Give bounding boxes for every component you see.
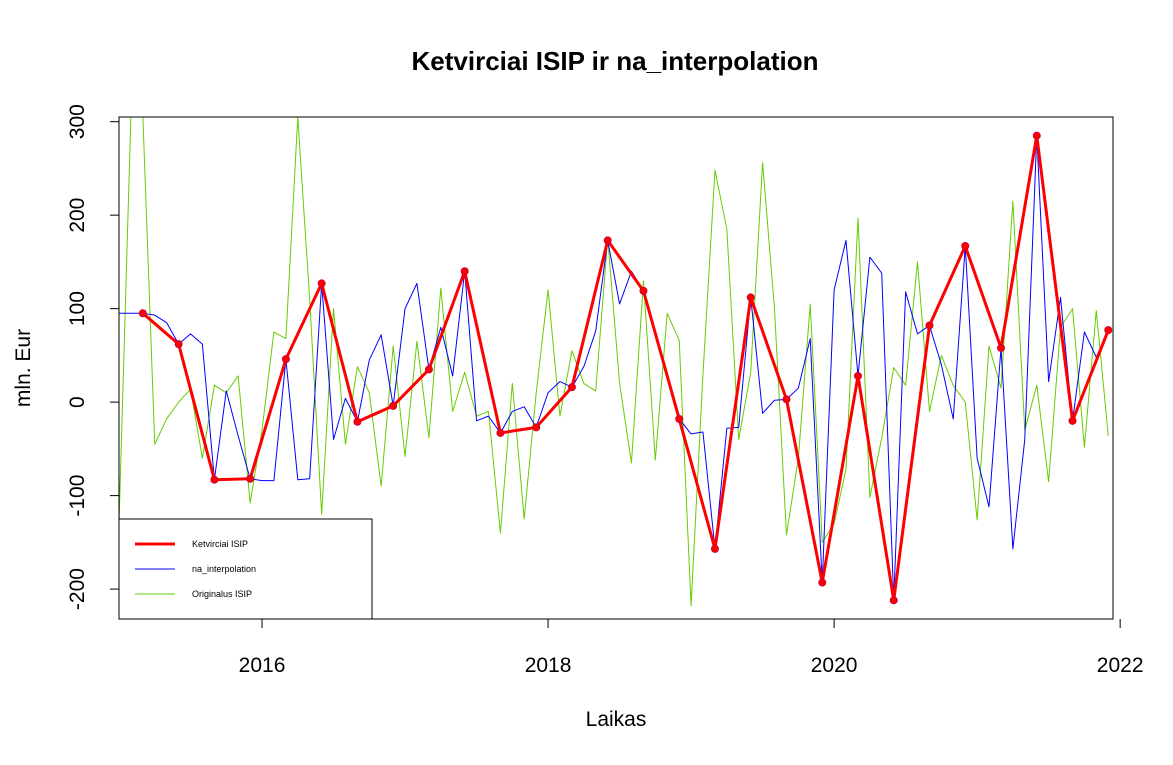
series-line-ketvirciai-isip <box>141 134 1110 602</box>
y-tick-label: -200 <box>66 568 89 610</box>
data-point-ketvirciai-isip <box>639 286 648 295</box>
x-tick-label: 2016 <box>239 654 286 677</box>
data-point-ketvirciai-isip <box>567 383 576 392</box>
data-point-ketvirciai-isip <box>1032 131 1041 140</box>
x-tick-label: 2022 <box>1097 654 1144 677</box>
data-point-ketvirciai-isip <box>317 279 326 288</box>
data-point-ketvirciai-isip <box>496 428 505 437</box>
y-tick-label: 200 <box>66 198 89 233</box>
data-point-ketvirciai-isip <box>1068 416 1077 425</box>
legend-label-ketvirciai-isip: Ketvirciai ISIP <box>192 539 248 549</box>
data-point-ketvirciai-isip <box>782 395 791 404</box>
data-point-ketvirciai-isip <box>281 355 290 364</box>
y-tick-label: -100 <box>66 475 89 517</box>
data-point-ketvirciai-isip <box>246 474 255 483</box>
data-point-ketvirciai-isip <box>853 371 862 380</box>
x-axis: 2016 2018 2020 2022 <box>239 619 1144 677</box>
x-tick-label: 2020 <box>811 654 858 677</box>
data-point-ketvirciai-isip <box>603 236 612 245</box>
y-tick-label: 0 <box>66 396 89 408</box>
legend-label-na-interpolation: na_interpolation <box>192 564 256 574</box>
x-tick-label: 2018 <box>525 654 572 677</box>
x-axis-label: Laikas <box>586 708 647 731</box>
data-point-ketvirciai-isip <box>997 343 1006 352</box>
series-line-originalus-isip <box>119 117 1109 607</box>
data-point-ketvirciai-isip <box>746 293 755 302</box>
data-point-ketvirciai-isip <box>961 242 970 251</box>
y-axis-label: mln. Eur <box>12 329 35 407</box>
y-tick-label: 100 <box>66 291 89 326</box>
data-point-ketvirciai-isip <box>818 578 827 587</box>
series-layer <box>119 117 1113 607</box>
data-point-ketvirciai-isip <box>675 414 684 423</box>
y-axis: -200 -100 0 100 200 300 <box>66 104 119 610</box>
legend-label-originalus-isip: Originalus ISIP <box>192 589 252 599</box>
data-point-ketvirciai-isip <box>925 321 934 330</box>
data-point-ketvirciai-isip <box>389 401 398 410</box>
legend: Ketvirciai ISIP na_interpolation Origina… <box>118 518 373 620</box>
data-point-ketvirciai-isip <box>710 544 719 553</box>
data-point-ketvirciai-isip <box>1104 326 1113 335</box>
data-point-ketvirciai-isip <box>532 423 541 432</box>
series-line-na-interpolation <box>119 135 1109 601</box>
data-point-ketvirciai-isip <box>174 340 183 349</box>
y-tick-label: 300 <box>66 104 89 139</box>
data-point-ketvirciai-isip <box>210 475 219 484</box>
chart-title: Ketvirciai ISIP ir na_interpolation <box>412 46 819 76</box>
data-point-ketvirciai-isip <box>424 365 433 374</box>
data-point-ketvirciai-isip <box>889 596 898 605</box>
plot-frame <box>118 116 1114 620</box>
data-point-ketvirciai-isip <box>353 417 362 426</box>
data-point-ketvirciai-isip <box>460 267 469 276</box>
data-point-ketvirciai-isip <box>138 309 147 318</box>
